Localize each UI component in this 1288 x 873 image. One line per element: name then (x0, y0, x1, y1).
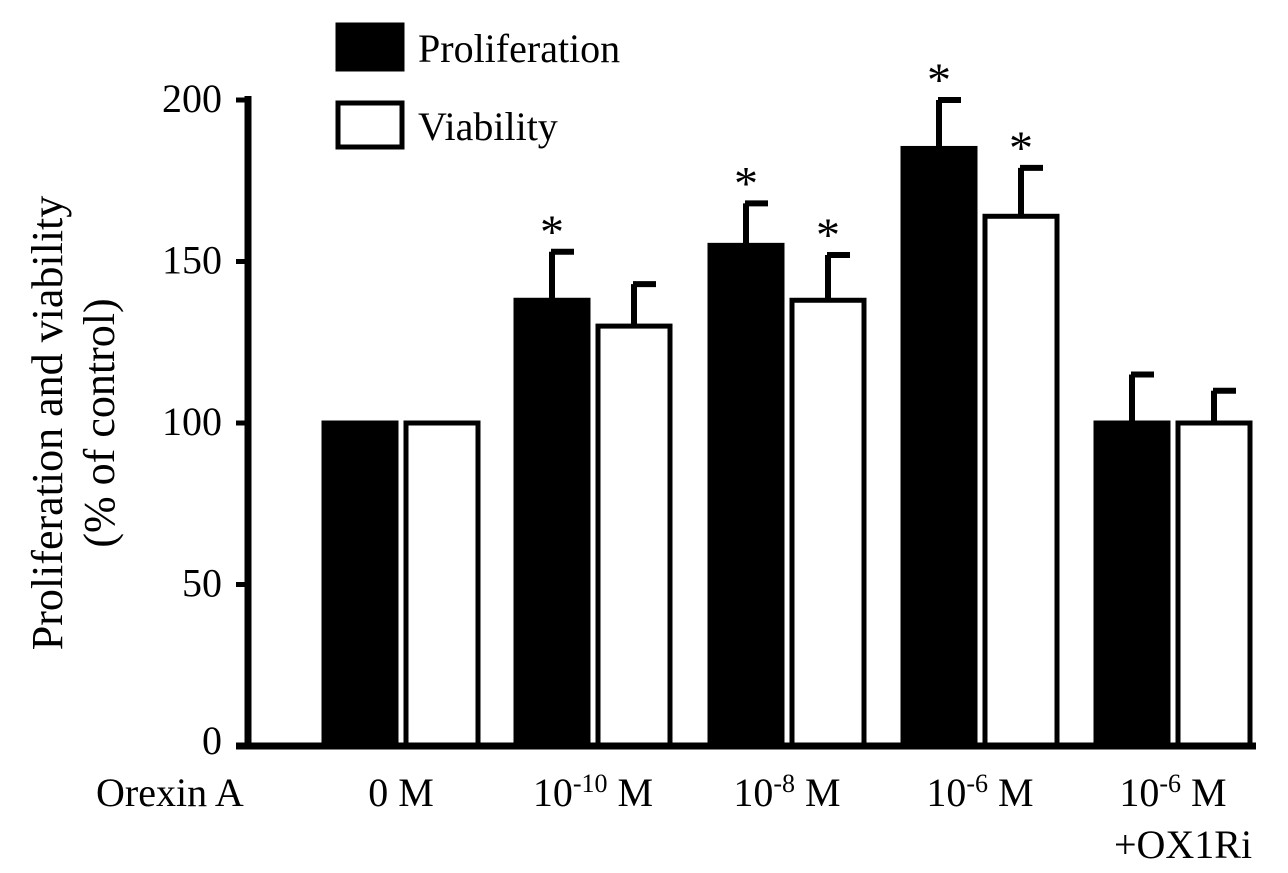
y-axis-label-line1: Proliferation and viability (23, 196, 72, 651)
significance-marker: * (734, 157, 758, 210)
bar-proliferation (707, 242, 785, 749)
legend-label-viability: Viability (418, 104, 558, 149)
significance-marker: * (540, 206, 564, 259)
legend-label-proliferation: Proliferation (418, 26, 620, 71)
y-tick-label: 150 (162, 238, 222, 283)
x-tick-label-extra: +OX1Ri (1114, 822, 1252, 867)
bar-proliferation (900, 145, 978, 749)
bar-viability (403, 420, 481, 749)
x-tick-label: 10-10 M (533, 769, 653, 815)
bar-viability (595, 323, 673, 749)
y-axis-label: Proliferation and viability (% of contro… (23, 196, 124, 651)
y-axis-label-line2: (% of control) (75, 298, 124, 547)
legend: Proliferation Viability (335, 22, 620, 150)
x-tick-label: 0 M (368, 770, 434, 815)
significance-marker: * (816, 209, 840, 262)
y-tick-label: 200 (162, 76, 222, 121)
x-tick-label: 10-6 M (926, 769, 1033, 815)
bar-proliferation (513, 297, 591, 749)
bar-proliferation (1093, 420, 1171, 749)
x-tick-label: 10-8 M (733, 769, 840, 815)
x-axis-prefix-label: Orexin A (96, 770, 244, 815)
y-tick-label: 50 (182, 561, 222, 606)
bar-viability (789, 297, 867, 749)
significance-marker: * (927, 54, 951, 107)
bar-proliferation (321, 420, 399, 749)
y-tick-label: 100 (162, 399, 222, 444)
bar-viability (1175, 420, 1253, 749)
significance-marker: * (1009, 122, 1033, 175)
bar-viability (982, 213, 1060, 749)
legend-swatch-viability (335, 100, 405, 150)
x-tick-label: 10-6 M (1119, 769, 1226, 815)
y-tick-label: 0 (202, 718, 222, 763)
legend-swatch-proliferation (335, 22, 405, 72)
